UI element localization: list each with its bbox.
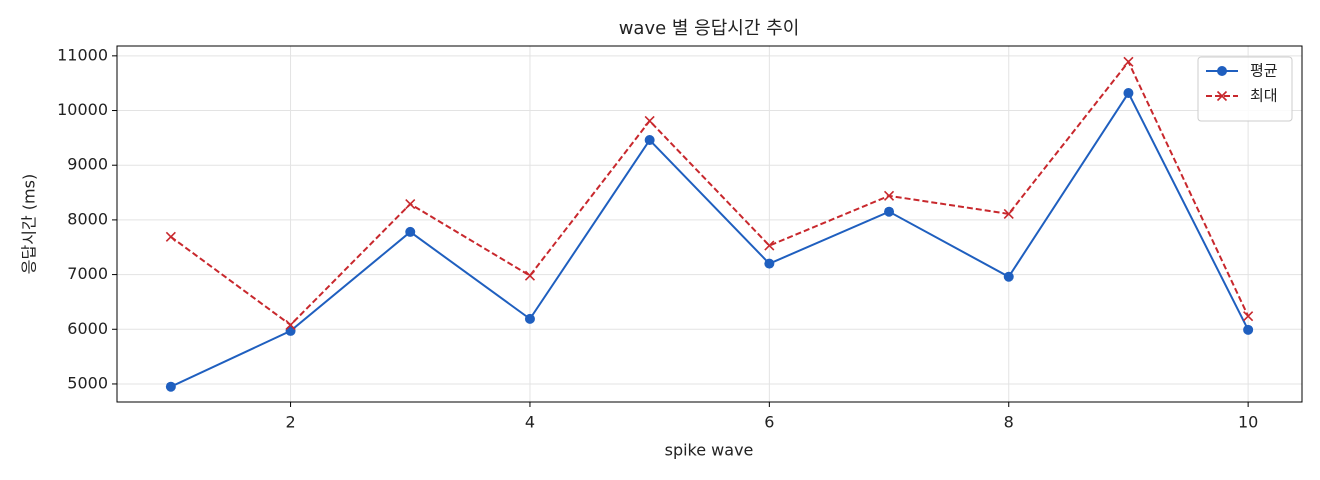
y-tick-label: 7000 [67, 264, 108, 283]
data-point [524, 270, 536, 281]
x-tick-label: 10 [1238, 413, 1258, 432]
legend-marker [1216, 90, 1228, 102]
y-tick-label: 8000 [67, 209, 108, 228]
data-point [165, 231, 176, 242]
data-point [764, 240, 775, 251]
chart-title: wave 별 응답시간 추이 [619, 18, 800, 39]
y-axis-label: 응답시간 (ms) [20, 174, 39, 274]
series-line [170, 59, 1250, 327]
data-point [644, 135, 655, 146]
data-point [1123, 56, 1134, 67]
data-point [764, 258, 775, 269]
data-point [1243, 324, 1254, 335]
y-tick-label: 10000 [57, 100, 108, 119]
y-tick-label: 11000 [57, 45, 108, 64]
x-axis-label: spike wave [665, 441, 754, 460]
data-point [1003, 208, 1014, 219]
data-point [405, 198, 416, 210]
data-point [524, 313, 535, 324]
legend-label: 최대 [1250, 87, 1278, 105]
plot-frame [116, 45, 1303, 403]
x-tick-label: 4 [525, 413, 535, 432]
y-tick-label: 5000 [67, 373, 108, 392]
x-tick-label: 2 [285, 413, 295, 432]
series-line [170, 91, 1250, 388]
x-tick-label: 8 [1004, 413, 1014, 432]
data-point [883, 190, 895, 201]
data-point [644, 115, 655, 126]
data-point [1003, 271, 1014, 282]
data-point [165, 381, 176, 392]
legend-marker [1217, 66, 1227, 76]
data-point [405, 226, 416, 237]
data-point [884, 206, 895, 217]
data-point [1243, 311, 1254, 322]
legend-label: 평균 [1250, 62, 1278, 80]
y-tick-label: 6000 [67, 319, 108, 338]
legend-box [1197, 56, 1293, 122]
x-tick-label: 6 [764, 413, 774, 432]
data-point [285, 319, 296, 330]
y-tick-label: 9000 [67, 155, 108, 174]
data-point [1123, 88, 1134, 99]
